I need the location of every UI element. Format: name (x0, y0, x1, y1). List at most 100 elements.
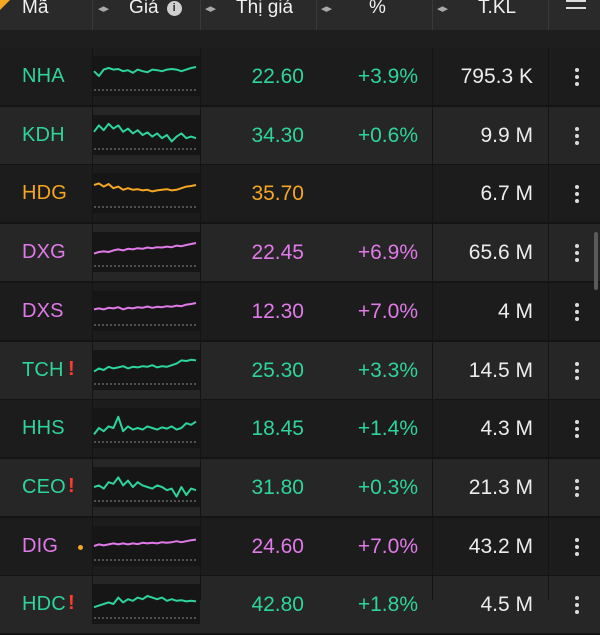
match-price: 35.70 (251, 182, 304, 206)
total-volume: 43.2 M (468, 534, 533, 558)
sparkline-path (93, 66, 197, 77)
more-options-icon[interactable] (570, 68, 584, 89)
more-options-icon[interactable] (570, 126, 584, 148)
percent-change: +3.9% (357, 65, 418, 88)
table-row[interactable]: NHA 22.60 +3.9% 795.3 K (0, 48, 600, 107)
sparkline-chart (92, 584, 200, 625)
match-price: 42.80 (251, 593, 304, 617)
more-options-icon[interactable] (570, 596, 584, 617)
more-options-icon[interactable] (570, 361, 584, 383)
symbol-cell[interactable]: HDG (0, 165, 92, 222)
match-price: 22.45 (251, 241, 304, 265)
column-header-match-price[interactable]: ◂▸ Thị giá (205, 0, 293, 28)
sparkline-path (93, 301, 197, 311)
more-options-icon[interactable] (570, 302, 584, 324)
sparkline-path (93, 476, 197, 498)
column-header-percent[interactable]: ◂▸ % (321, 0, 386, 28)
column-header-price-label: Giá (129, 0, 159, 18)
sparkline-chart (92, 173, 200, 214)
match-price: 18.45 (251, 417, 304, 441)
percent-change: +6.9% (357, 241, 418, 265)
sparkline-chart (92, 290, 200, 331)
column-header-match-price-label: Thị giá (236, 0, 294, 18)
symbol-cell[interactable]: NHA (0, 48, 92, 105)
sparkline-path (93, 415, 197, 436)
column-header-volume[interactable]: ◂▸ T.KL (437, 0, 516, 28)
column-divider (200, 48, 201, 600)
column-divider (200, 0, 201, 30)
column-header-symbol[interactable]: Mã (22, 0, 48, 28)
scrollbar[interactable] (594, 232, 598, 290)
symbol-cell[interactable]: KDH (0, 107, 92, 164)
symbol-cell[interactable]: DXG (0, 224, 92, 281)
table-header: Mã ◂▸ Giá i ◂▸ Thị giá ◂▸ % ◂▸ T.KL (0, 0, 600, 30)
total-volume: 65.6 M (468, 241, 533, 265)
sparkline-chart (92, 56, 200, 96)
total-volume: 4.3 M (480, 417, 533, 441)
menu-icon[interactable] (566, 0, 586, 14)
stock-symbol: HDG (22, 182, 68, 205)
sort-arrows-icon[interactable]: ◂▸ (437, 2, 449, 15)
table-row[interactable]: CEO! 31.80 +0.3% 21.3 M (0, 458, 600, 518)
column-header-price[interactable]: ◂▸ Giá i (98, 0, 182, 28)
symbol-cell[interactable]: DXS (0, 283, 92, 340)
symbol-cell[interactable]: DIG (0, 518, 92, 575)
alert-icon: ! (68, 357, 75, 380)
info-icon[interactable]: i (166, 0, 182, 16)
stock-symbol: NHA (22, 65, 65, 87)
percent-change: +0.6% (357, 123, 418, 147)
table-row[interactable]: DXG 22.45 +6.9% 65.6 M (0, 224, 600, 284)
sparkline-chart (92, 232, 200, 273)
column-divider (548, 0, 549, 30)
more-options-icon[interactable] (570, 478, 584, 500)
table-row[interactable]: HHS 18.45 +1.4% 4.3 M (0, 400, 600, 460)
more-options-icon[interactable] (570, 185, 584, 206)
more-options-icon[interactable] (570, 244, 584, 265)
sparkline-chart (92, 466, 200, 507)
table-row[interactable]: DXS 12.30 +7.0% 4 M (0, 282, 600, 342)
sparkline-path (93, 358, 197, 372)
symbol-cell[interactable]: HHS (0, 400, 92, 457)
total-volume: 795.3 K (460, 65, 533, 88)
total-volume: 9.9 M (480, 123, 533, 147)
sparkline-path (93, 182, 197, 193)
symbol-cell[interactable]: TCH! (0, 342, 92, 399)
stock-symbol: DIG (22, 534, 59, 557)
column-divider (432, 0, 433, 30)
symbol-cell[interactable]: HDC! (0, 576, 92, 633)
more-options-icon[interactable] (570, 537, 584, 559)
sort-indicator-icon (0, 0, 10, 10)
stock-symbol: CEO (22, 475, 66, 498)
stock-symbol: DXS (22, 299, 64, 322)
match-price: 24.60 (251, 534, 304, 558)
percent-change: +3.3% (357, 358, 418, 382)
stock-symbol: KDH (22, 123, 65, 146)
status-dot-icon (78, 544, 83, 550)
sparkline-chart (92, 349, 200, 390)
table-row[interactable]: DIG 24.60 +7.0% 43.2 M (0, 517, 600, 577)
total-volume: 4 M (497, 299, 533, 323)
percent-change: +1.4% (357, 417, 418, 441)
sort-arrows-icon[interactable]: ◂▸ (321, 2, 333, 15)
percent-change: +7.0% (357, 534, 418, 558)
column-header-percent-label: % (369, 0, 386, 18)
match-price: 34.30 (251, 123, 304, 147)
symbol-cell[interactable]: CEO! (0, 459, 92, 516)
match-price: 25.30 (251, 358, 304, 382)
table-row[interactable]: HDG 35.70 6.7 M (0, 165, 600, 225)
sort-arrows-icon[interactable]: ◂▸ (205, 2, 217, 15)
table-row[interactable]: TCH! 25.30 +3.3% 14.5 M (0, 341, 600, 401)
stock-symbol: HDC (22, 593, 66, 616)
table-row[interactable]: KDH 34.30 +0.6% 9.9 M (0, 106, 600, 166)
column-divider (432, 48, 433, 600)
match-price: 22.60 (251, 65, 304, 88)
sort-arrows-icon[interactable]: ◂▸ (98, 2, 110, 15)
sparkline-chart (92, 408, 200, 449)
percent-change: +1.8% (357, 593, 418, 617)
column-divider (92, 0, 93, 30)
table-row[interactable]: HDC! 42.80 +1.8% 4.5 M (0, 576, 600, 635)
total-volume: 4.5 M (480, 593, 533, 617)
more-options-icon[interactable] (570, 420, 584, 441)
stock-symbol: TCH (22, 358, 64, 381)
total-volume: 6.7 M (480, 182, 533, 206)
